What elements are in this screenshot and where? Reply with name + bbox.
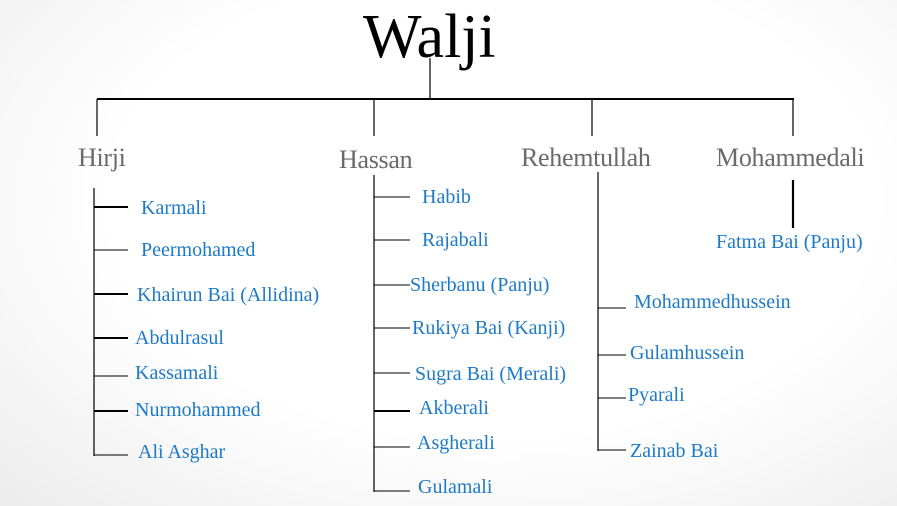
child-name: Khairun Bai (Allidina) <box>137 284 320 306</box>
branch-name: Hirji <box>78 143 126 172</box>
child-name: Ali Asghar <box>138 441 226 463</box>
child-name: Sugra Bai (Merali) <box>415 363 567 385</box>
child-name: Karmali <box>141 197 207 219</box>
child-name: Rajabali <box>422 229 489 251</box>
branch-name: Hassan <box>339 145 413 174</box>
child-name: Sherbanu (Panju) <box>410 274 550 296</box>
child-name: Abdulrasul <box>135 327 224 349</box>
branch-name: Rehemtullah <box>521 143 651 172</box>
child-name: Kassamali <box>135 362 219 384</box>
child-name: Mohammedhussein <box>634 291 791 313</box>
child-name: Zainab Bai <box>630 440 719 462</box>
child-name: Akberali <box>419 397 489 419</box>
root-name: Walji <box>363 3 496 71</box>
child-name: Asgherali <box>417 432 495 454</box>
child-name: Pyarali <box>628 384 685 406</box>
child-name: Gulamali <box>418 476 493 498</box>
child-name: Peermohamed <box>141 239 256 261</box>
child-name: Gulamhussein <box>630 342 745 364</box>
child-name: Habib <box>422 186 471 208</box>
child-name: Rukiya Bai (Kanji) <box>412 317 566 339</box>
child-name: Fatma Bai (Panju) <box>716 231 863 253</box>
child-name: Nurmohammed <box>135 399 261 421</box>
branch-name: Mohammedali <box>716 143 865 172</box>
